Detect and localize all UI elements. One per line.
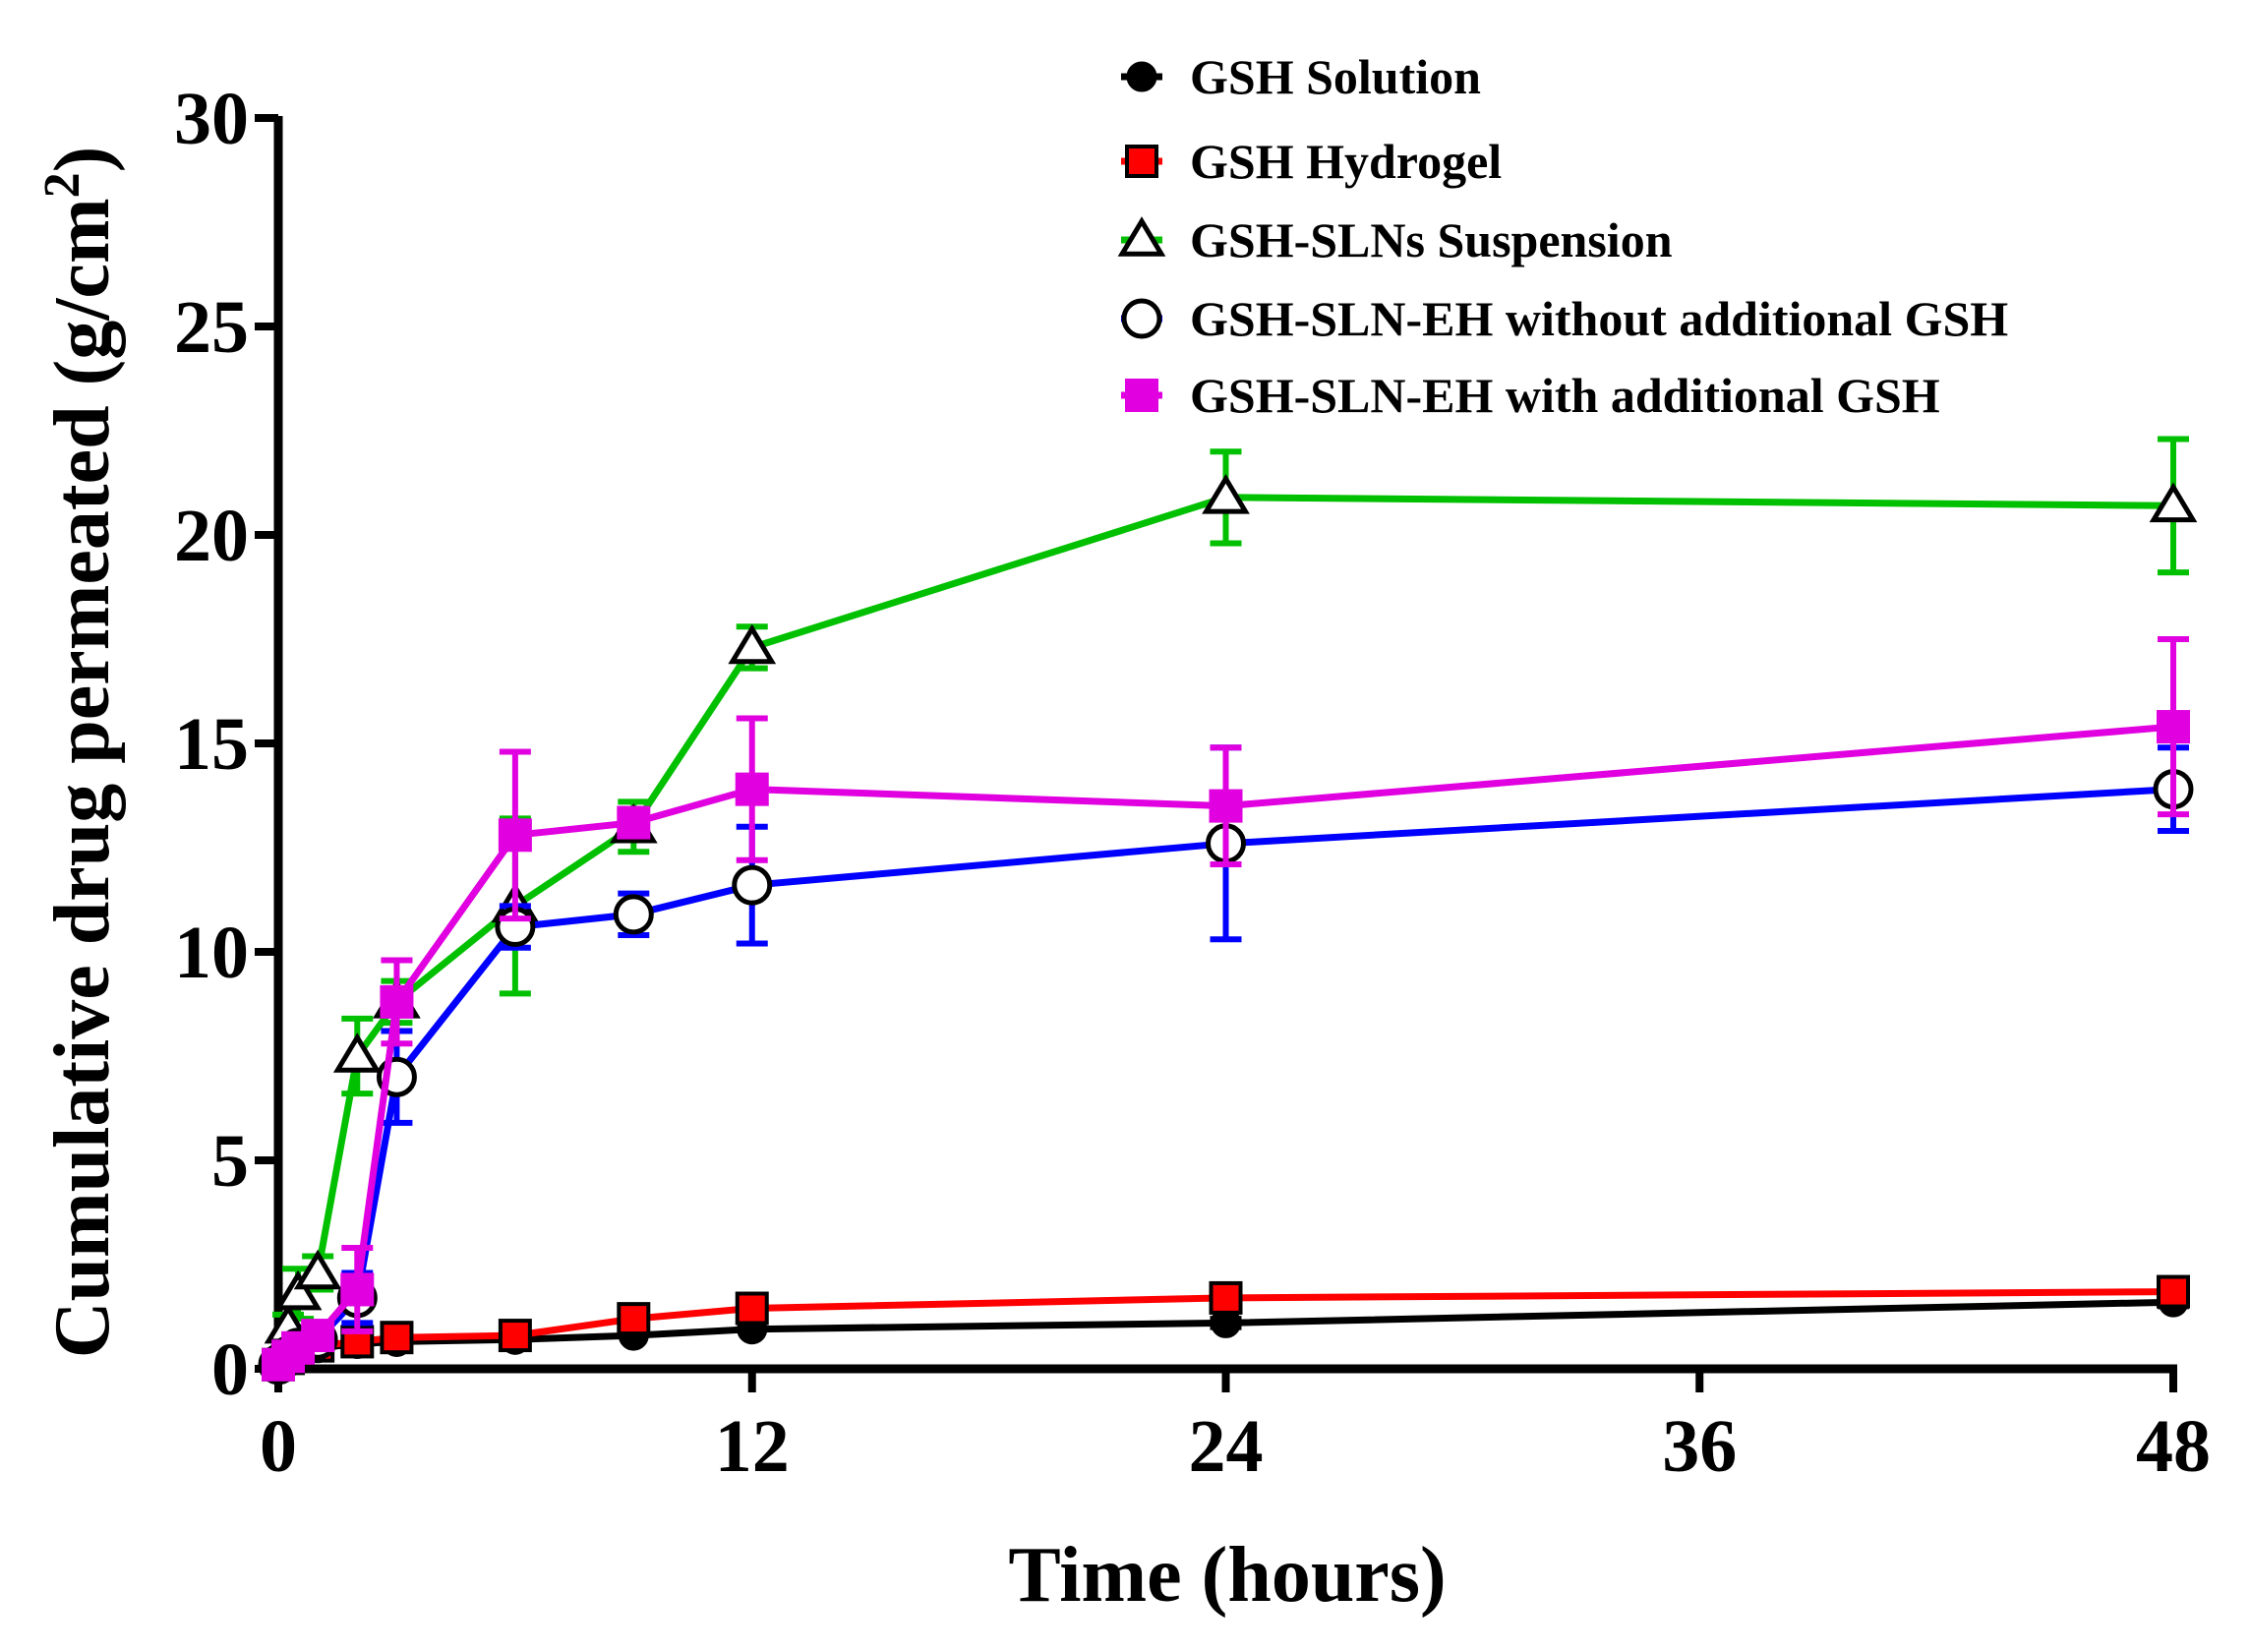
legend-item-2: GSH-SLNs Suspension [1117, 212, 1673, 267]
series-4-point-3 [301, 1319, 335, 1353]
series-1-point-8 [735, 1291, 769, 1326]
y-tick-label-30: 30 [174, 78, 249, 160]
series-2-point-3 [293, 1249, 342, 1290]
axes: 0 5 10 15 20 25 30 0 12 24 36 48 [174, 78, 2211, 1488]
legend-swatch-marker-4 [1125, 379, 1158, 412]
series-4-point-6 [498, 818, 532, 853]
series-4-point-4 [340, 1272, 375, 1307]
y-axis-title-close: ) [39, 147, 126, 173]
legend: GSH Solution GSH Hydrogel GSH-SLNs Suspens… [1117, 49, 2008, 423]
legend-swatch-marker-2 [1117, 216, 1166, 257]
series-3-point-7 [613, 894, 654, 935]
series-4-point-8 [735, 772, 769, 806]
y-tick-label-0: 0 [211, 1328, 249, 1411]
x-tick-label-24: 24 [1189, 1405, 1264, 1488]
series-1-point-9 [1209, 1280, 1243, 1315]
legend-swatch-marker-3 [1121, 298, 1162, 339]
series-2-point-8 [728, 623, 777, 665]
legend-label-4: GSH-SLN-EH with additional GSH [1190, 368, 1940, 423]
series-4-point-9 [1209, 789, 1243, 823]
series-4 [262, 636, 2190, 1382]
series-4-point-7 [617, 805, 651, 840]
legend-swatch-marker-0 [1126, 61, 1157, 92]
legend-item-4: GSH-SLN-EH with additional GSH [1121, 368, 1940, 423]
legend-item-1: GSH Hydrogel [1121, 134, 1502, 189]
legend-item-0: GSH Solution [1121, 49, 1481, 104]
y-tick-label-25: 25 [174, 286, 249, 369]
x-tick-label-36: 36 [1662, 1405, 1737, 1488]
y-tick-label-10: 10 [174, 912, 249, 994]
y-tick-label-5: 5 [211, 1120, 249, 1203]
series-4-point-10 [2157, 710, 2190, 744]
y-axis-title-superscript: 2 [34, 172, 90, 198]
y-tick-label-15: 15 [174, 703, 249, 786]
series-3-point-8 [732, 864, 773, 906]
x-tick-label-0: 0 [260, 1405, 297, 1488]
legend-item-3: GSH-SLN-EH without additional GSH [1121, 291, 2008, 346]
x-axis-title: Time (hours) [1008, 1532, 1446, 1619]
legend-label-2: GSH-SLNs Suspension [1190, 212, 1673, 267]
series-1-point-5 [380, 1321, 414, 1355]
legend-swatch-marker-1 [1125, 145, 1158, 178]
series-4-point-5 [380, 984, 414, 1019]
y-tick-label-20: 20 [174, 495, 249, 577]
y-axis-title: Cumulative drug permeated (g/cm2) [34, 147, 126, 1358]
y-axis-title-main: Cumulative drug permeated (g/cm [39, 198, 126, 1358]
legend-label-0: GSH Solution [1190, 49, 1481, 104]
legend-label-3: GSH-SLN-EH without additional GSH [1190, 291, 2008, 346]
plot-series [254, 436, 2198, 1386]
x-tick-label-12: 12 [715, 1405, 790, 1488]
series-2-point-10 [2149, 482, 2198, 523]
series-2-point-2 [273, 1269, 323, 1311]
series-1-point-7 [617, 1302, 651, 1336]
legend-label-1: GSH Hydrogel [1190, 134, 1502, 189]
x-tick-label-48: 48 [2136, 1405, 2211, 1488]
series-2-point-9 [1202, 473, 1250, 514]
series-1-point-10 [2157, 1274, 2190, 1309]
series-2-point-4 [332, 1032, 382, 1073]
series-1-point-6 [498, 1319, 532, 1353]
